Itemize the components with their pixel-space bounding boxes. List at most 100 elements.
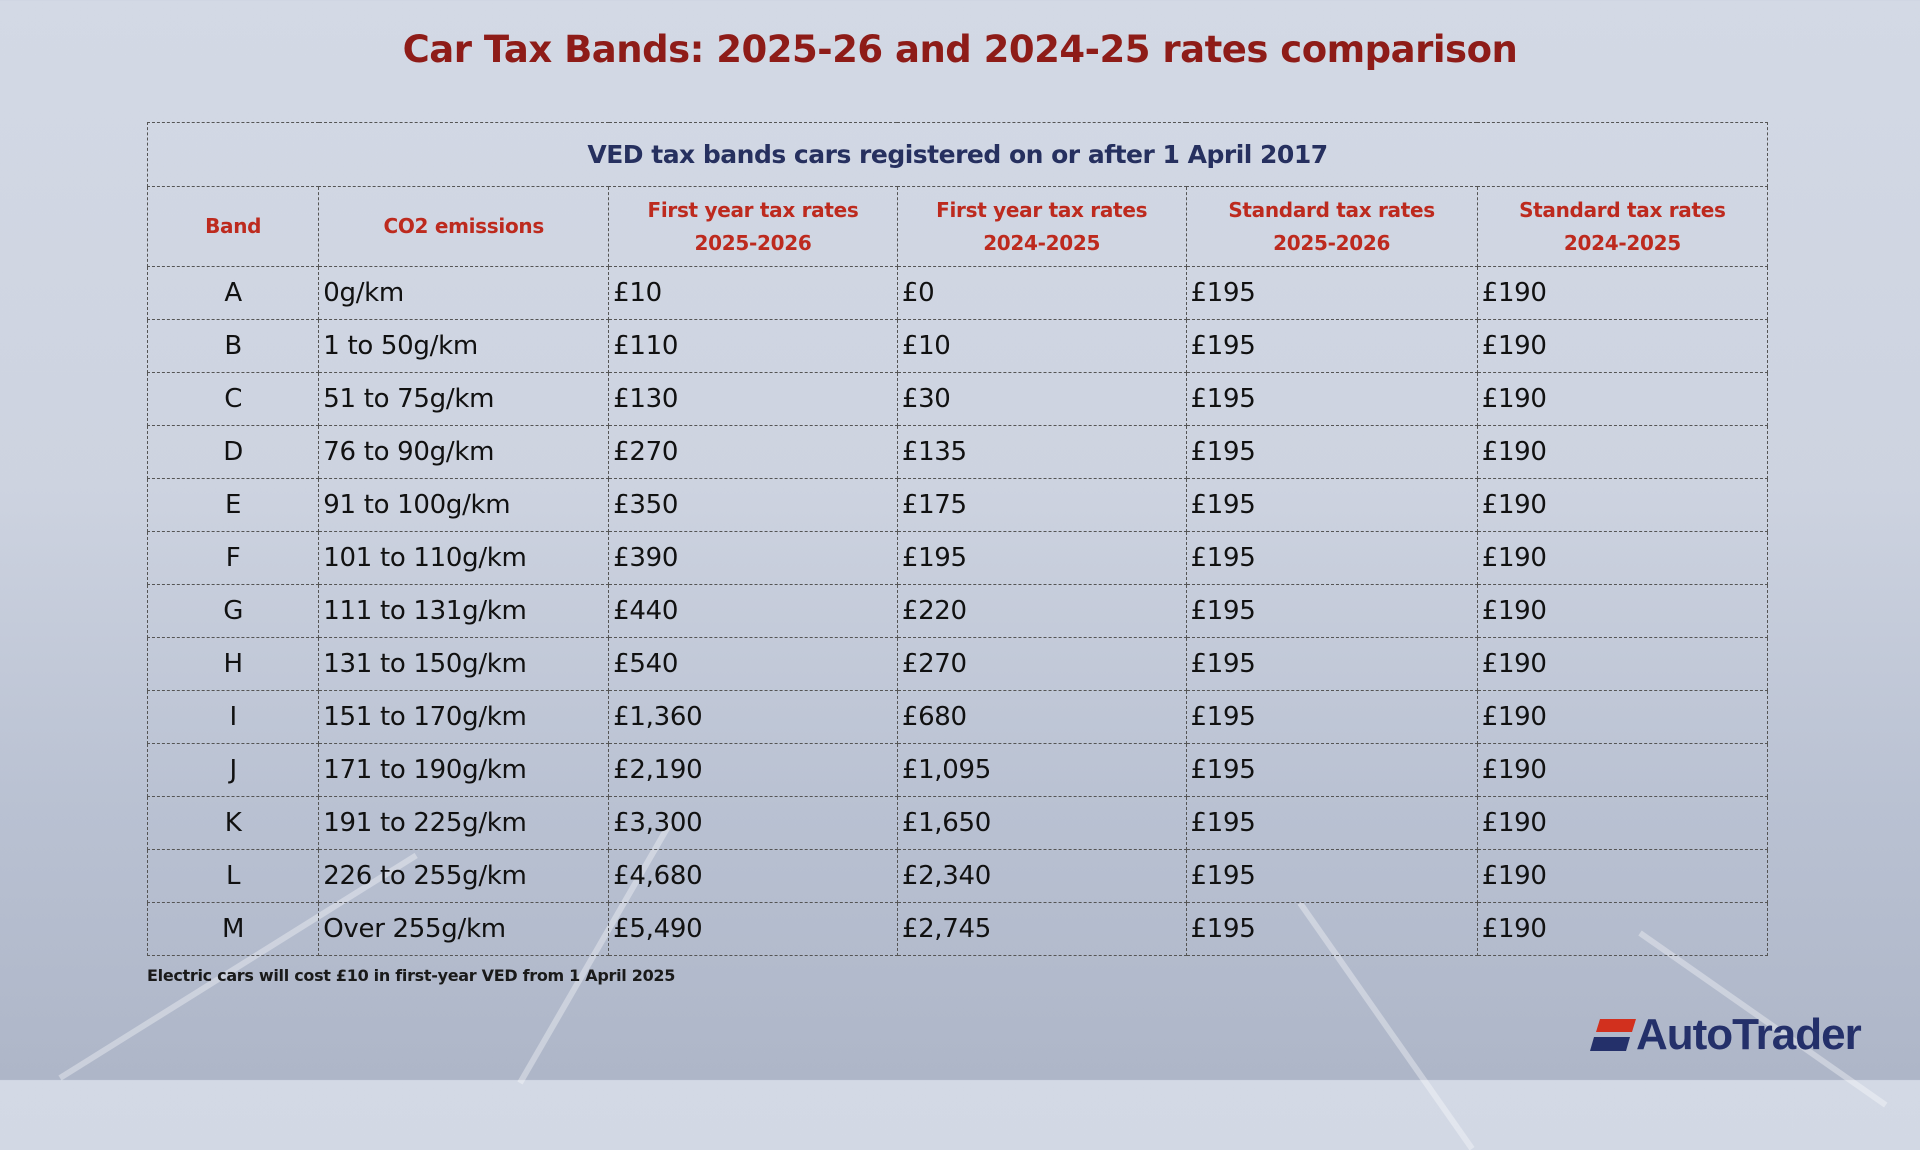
table-row: M Over 255g/km £5,490 £2,745 £195 £190 — [146, 902, 1769, 956]
table-row: K 191 to 225g/km £3,300 £1,650 £195 £190 — [146, 796, 1769, 850]
standard-2024-cell: £190 — [1476, 531, 1769, 585]
column-header-line: First year tax rates — [936, 197, 1148, 222]
standard-2025-cell: £195 — [1185, 478, 1478, 532]
first-year-2024-cell: £10 — [896, 319, 1187, 373]
table-row: G 111 to 131g/km £440 £220 £195 £190 — [146, 584, 1769, 638]
first-year-2025-cell: £270 — [608, 425, 898, 479]
co2-cell: 101 to 110g/km — [318, 531, 610, 585]
first-year-2025-cell: £3,300 — [608, 796, 898, 850]
band-cell: A — [146, 266, 320, 320]
table-row: J 171 to 190g/km £2,190 £1,095 £195 £190 — [146, 743, 1769, 797]
standard-2025-cell: £195 — [1185, 637, 1478, 691]
table-row: C 51 to 75g/km £130 £30 £195 £190 — [146, 372, 1769, 426]
tax-bands-table: VED tax bands cars registered on or afte… — [146, 122, 1769, 956]
first-year-2025-cell: £390 — [608, 531, 898, 585]
standard-2024-cell: £190 — [1476, 372, 1769, 426]
first-year-2025-cell: £1,360 — [608, 690, 898, 744]
band-cell: B — [146, 319, 320, 373]
table-row: D 76 to 90g/km £270 £135 £195 £190 — [146, 425, 1769, 479]
standard-2024-cell: £190 — [1476, 690, 1769, 744]
co2-cell: 171 to 190g/km — [318, 743, 610, 797]
standard-2025-cell: £195 — [1185, 743, 1478, 797]
first-year-2024-cell: £135 — [896, 425, 1187, 479]
autotrader-logo-icon — [1590, 1019, 1636, 1051]
co2-cell: 151 to 170g/km — [318, 690, 610, 744]
first-year-2024-cell: £175 — [896, 478, 1187, 532]
first-year-2025-cell: £350 — [608, 478, 898, 532]
column-header: Standard tax rates 2024-2025 — [1476, 186, 1769, 267]
page-title: Car Tax Bands: 2025-26 and 2024-25 rates… — [402, 28, 1518, 71]
co2-cell: 191 to 225g/km — [318, 796, 610, 850]
standard-2025-cell: £195 — [1185, 319, 1478, 373]
first-year-2024-cell: £680 — [896, 690, 1187, 744]
first-year-2025-cell: £540 — [608, 637, 898, 691]
standard-2024-cell: £190 — [1476, 584, 1769, 638]
band-cell: K — [146, 796, 320, 850]
standard-2025-cell: £195 — [1185, 425, 1478, 479]
standard-2024-cell: £190 — [1476, 902, 1769, 956]
column-header-line: Band — [205, 214, 262, 238]
column-header-line: Standard tax rates — [1228, 197, 1435, 222]
co2-cell: 1 to 50g/km — [318, 319, 610, 373]
first-year-2024-cell: £270 — [896, 637, 1187, 691]
standard-2024-cell: £190 — [1476, 849, 1769, 903]
co2-cell: 111 to 131g/km — [318, 584, 610, 638]
table-row: L 226 to 255g/km £4,680 £2,340 £195 £190 — [146, 849, 1769, 903]
first-year-2025-cell: £4,680 — [608, 849, 898, 903]
standard-2024-cell: £190 — [1476, 796, 1769, 850]
header-row: Band CO2 emissions First year tax rates 202… — [146, 186, 1769, 267]
column-header-line: Standard tax rates — [1519, 197, 1726, 222]
standard-2025-cell: £195 — [1185, 266, 1478, 320]
autotrader-logo: AutoTrader — [1590, 1010, 1862, 1060]
standard-2024-cell: £190 — [1476, 425, 1769, 479]
band-cell: D — [146, 425, 320, 479]
co2-cell: 0g/km — [318, 266, 610, 320]
logo-text: AutoTrader — [1636, 1010, 1862, 1059]
first-year-2025-cell: £5,490 — [608, 902, 898, 956]
first-year-2024-cell: £195 — [896, 531, 1187, 585]
first-year-2024-cell: £220 — [896, 584, 1187, 638]
standard-2025-cell: £195 — [1185, 902, 1478, 956]
standard-2025-cell: £195 — [1185, 531, 1478, 585]
column-header-line: 2025-2026 — [694, 230, 812, 255]
table-row: A 0g/km £10 £0 £195 £190 — [146, 266, 1769, 320]
standard-2024-cell: £190 — [1476, 319, 1769, 373]
co2-cell: 131 to 150g/km — [318, 637, 610, 691]
column-header-line: CO2 emissions — [383, 214, 544, 238]
standard-2024-cell: £190 — [1476, 743, 1769, 797]
first-year-2024-cell: £2,340 — [896, 849, 1187, 903]
table-row: H 131 to 150g/km £540 £270 £195 £190 — [146, 637, 1769, 691]
co2-cell: Over 255g/km — [318, 902, 610, 956]
first-year-2024-cell: £30 — [896, 372, 1187, 426]
standard-2025-cell: £195 — [1185, 690, 1478, 744]
band-cell: C — [146, 372, 320, 426]
first-year-2024-cell: £0 — [896, 266, 1187, 320]
table-row: I 151 to 170g/km £1,360 £680 £195 £190 — [146, 690, 1769, 744]
column-header-line: First year tax rates — [647, 197, 859, 222]
table-caption: VED tax bands cars registered on or afte… — [147, 122, 1768, 187]
column-header: Band — [146, 186, 320, 267]
first-year-2025-cell: £110 — [608, 319, 898, 373]
standard-2025-cell: £195 — [1185, 372, 1478, 426]
co2-cell: 76 to 90g/km — [318, 425, 610, 479]
band-cell: F — [146, 531, 320, 585]
band-cell: L — [146, 849, 320, 903]
standard-2025-cell: £195 — [1185, 796, 1478, 850]
band-cell: H — [146, 637, 320, 691]
table-row: E 91 to 100g/km £350 £175 £195 £190 — [146, 478, 1769, 532]
first-year-2025-cell: £130 — [608, 372, 898, 426]
standard-2025-cell: £195 — [1185, 849, 1478, 903]
table-row: F 101 to 110g/km £390 £195 £195 £190 — [146, 531, 1769, 585]
standard-2024-cell: £190 — [1476, 637, 1769, 691]
co2-cell: 226 to 255g/km — [318, 849, 610, 903]
band-cell: G — [146, 584, 320, 638]
first-year-2024-cell: £2,745 — [896, 902, 1187, 956]
first-year-2025-cell: £440 — [608, 584, 898, 638]
co2-cell: 91 to 100g/km — [318, 478, 610, 532]
column-header: First year tax rates 2024-2025 — [896, 186, 1187, 267]
band-cell: E — [146, 478, 320, 532]
standard-2024-cell: £190 — [1476, 478, 1769, 532]
first-year-2025-cell: £2,190 — [608, 743, 898, 797]
first-year-2024-cell: £1,650 — [896, 796, 1187, 850]
